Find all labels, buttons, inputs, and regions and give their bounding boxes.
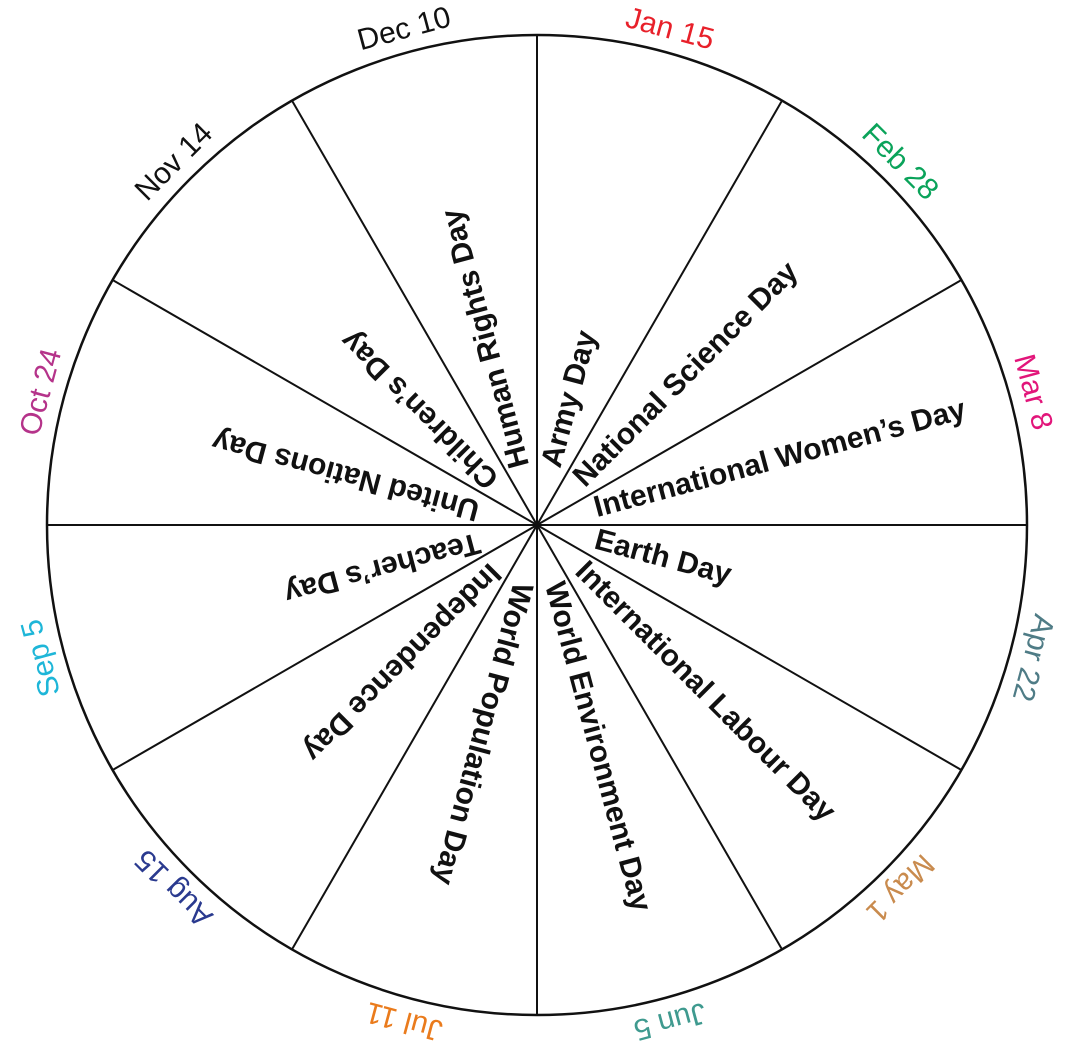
sector-divider [291,100,538,526]
sector-divider [291,524,538,950]
sector-divider [536,279,962,526]
sector-divider [536,524,962,771]
sector-divider [536,100,783,526]
sector-divider [112,524,538,771]
sector-dividers [47,35,1027,1015]
sector-divider [112,279,538,526]
sector-divider [536,524,783,950]
